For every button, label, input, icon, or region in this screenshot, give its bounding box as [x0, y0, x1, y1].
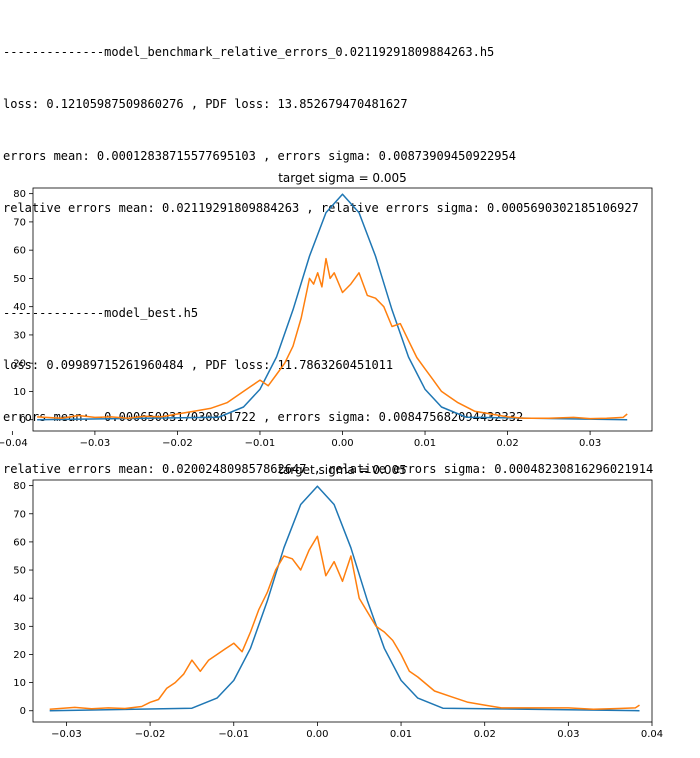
x-tick-label: −0.02: [162, 438, 193, 449]
y-tick-label: 40: [13, 594, 26, 605]
y-tick-label: 60: [13, 246, 26, 257]
y-tick-label: 10: [13, 387, 26, 398]
y-tick-label: 50: [13, 274, 26, 285]
y-tick-label: 70: [13, 509, 26, 520]
histogram-series-line: [49, 535, 640, 711]
y-tick-label: 80: [13, 481, 26, 492]
plot-frame: [32, 187, 653, 432]
y-tick-label: 70: [13, 217, 26, 228]
log-errors-line: errors mean: 0.00012838715577695103 , er…: [3, 149, 516, 164]
x-tick-label: 0.00: [331, 438, 353, 449]
x-tick-label: −0.01: [245, 438, 276, 449]
log-header: --------------model_best.h5: [3, 305, 199, 320]
x-tick-label: 0.01: [390, 729, 412, 740]
gaussian-series-line: [37, 193, 628, 421]
y-tick-label: 50: [13, 566, 26, 577]
chart-1: target sigma = 0.005 −0.04 −0.03 −0.02 −0.01…: [0, 171, 653, 449]
y-tick-label: 80: [13, 189, 26, 200]
log-header: --------------model_benchmark_relative_e…: [3, 44, 495, 59]
y-tick-label: 20: [13, 650, 26, 661]
log-relative-errors-line: relative errors mean: 0.0200248098578626…: [3, 462, 654, 477]
x-tick-label: 0.04: [641, 729, 663, 740]
console-output: --------------model_benchmark_relative_e…: [3, 9, 653, 496]
y-tick-label: 60: [13, 537, 26, 548]
x-tick-label: −0.01: [218, 729, 249, 740]
histogram-series-line: [37, 257, 628, 420]
y-tick-label: 20: [13, 359, 26, 370]
gaussian-series-line: [49, 485, 640, 712]
y-tick-label: 0: [20, 706, 26, 717]
x-tick-label: 0.02: [496, 438, 518, 449]
y-tick-label: 30: [13, 622, 26, 633]
log-loss-line: loss: 0.09989715261960484 , PDF loss: 11…: [3, 358, 394, 373]
y-tick-label: 40: [13, 302, 26, 313]
x-tick-label: 0.02: [474, 729, 496, 740]
chart-2: target sigma = 0.005 −0.03 −0.02 −0.01 0.00 0…: [13, 463, 663, 740]
y-tick-label: 10: [13, 678, 26, 689]
x-tick-label: −0.03: [80, 438, 111, 449]
y-tick-label: 30: [13, 330, 26, 341]
x-tick-label: −0.03: [51, 729, 82, 740]
log-relative-errors-line: relative errors mean: 0.0211929180988426…: [3, 201, 639, 216]
x-tick-label: 0.03: [557, 729, 579, 740]
x-tick-label: 0.01: [414, 438, 436, 449]
y-tick-label: 0: [20, 415, 26, 426]
x-tick-label: 0.00: [306, 729, 328, 740]
x-tick-label: −0.02: [135, 729, 166, 740]
plot-frame: [32, 479, 653, 723]
log-loss-line: loss: 0.12105987509860276 , PDF loss: 13…: [3, 97, 408, 112]
x-tick-label: 0.03: [579, 438, 601, 449]
chart-title: target sigma = 0.005: [278, 171, 407, 185]
x-tick-label: −0.04: [0, 438, 28, 449]
chart-title: target sigma = 0.005: [278, 463, 407, 477]
